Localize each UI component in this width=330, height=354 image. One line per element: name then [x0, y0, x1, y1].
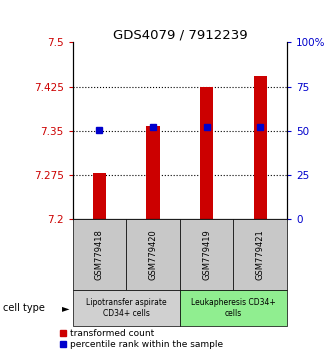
Text: GSM779418: GSM779418 — [95, 229, 104, 280]
Text: GSM779421: GSM779421 — [256, 229, 265, 280]
Bar — [146, 126, 160, 219]
Text: ►: ► — [62, 303, 69, 313]
Text: GSM779420: GSM779420 — [148, 229, 157, 280]
Text: GSM779419: GSM779419 — [202, 229, 211, 280]
Legend: transformed count, percentile rank within the sample: transformed count, percentile rank withi… — [61, 329, 223, 349]
Text: Leukapheresis CD34+
cells: Leukapheresis CD34+ cells — [191, 298, 276, 318]
Text: cell type: cell type — [3, 303, 45, 313]
Bar — [253, 76, 267, 219]
Title: GDS4079 / 7912239: GDS4079 / 7912239 — [113, 28, 247, 41]
Bar — [200, 87, 214, 219]
Bar — [93, 173, 106, 219]
Text: Lipotransfer aspirate
CD34+ cells: Lipotransfer aspirate CD34+ cells — [86, 298, 167, 318]
